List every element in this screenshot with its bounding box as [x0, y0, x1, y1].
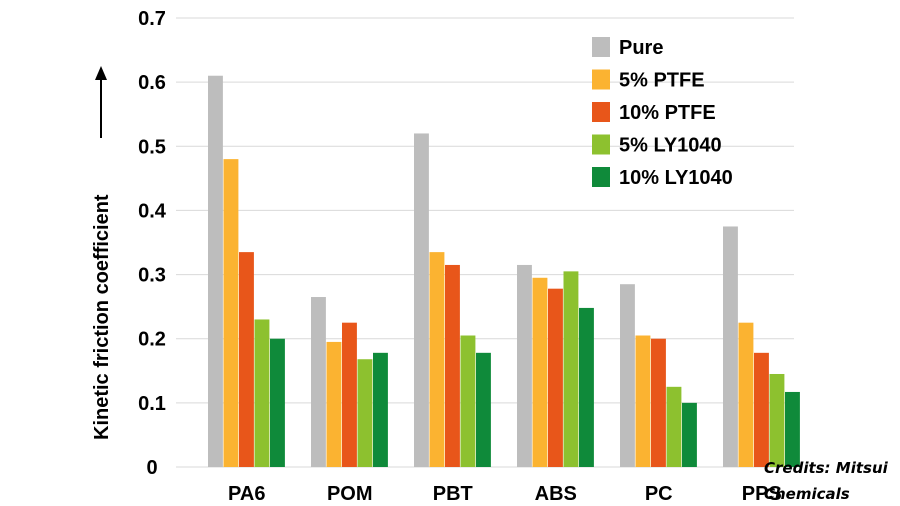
- credit-line-1: Credits: Mitsui: [764, 459, 889, 477]
- y-tick-labels: 0 0.1 0.2 0.3 0.4 0.5 0.6 0.7: [138, 8, 167, 479]
- bar: [460, 335, 476, 467]
- bar: [208, 75, 223, 467]
- legend-swatch: [592, 134, 610, 155]
- credit: Credits: Mitsui Chemicals: [764, 459, 889, 503]
- bar: [239, 252, 254, 467]
- bar: [311, 297, 326, 467]
- x-tick-label: POM: [327, 483, 373, 505]
- bar: [373, 352, 388, 467]
- y-axis-label: Kinetic friction coefficient: [91, 194, 113, 440]
- legend-label: Pure: [619, 37, 663, 59]
- legend-label: 10% PTFE: [619, 102, 716, 124]
- bar: [682, 402, 697, 467]
- legend-label: 5% PTFE: [619, 70, 705, 92]
- y-tick-label: 0: [146, 457, 157, 479]
- legend-swatch: [592, 102, 610, 122]
- y-axis-label-group: Kinetic friction coefficient: [91, 66, 113, 440]
- y-tick-label: 0.5: [138, 136, 166, 158]
- x-tick-label: PBT: [433, 483, 473, 505]
- legend: Pure 5% PTFE 10% PTFE 5% LY1040 10% LY1040: [592, 37, 733, 189]
- y-tick-label: 0.1: [138, 393, 166, 415]
- bar: [723, 226, 738, 467]
- legend-swatch: [592, 69, 610, 90]
- bar: [445, 264, 460, 467]
- y-tick-label: 0.7: [138, 8, 166, 30]
- credit-line-2: Chemicals: [764, 485, 850, 503]
- bar: [754, 352, 769, 467]
- y-tick-label: 0.2: [138, 329, 166, 351]
- bar: [517, 264, 532, 467]
- bar: [563, 271, 579, 467]
- category-labels: PA6 POM PBT ABS PC PPS: [228, 483, 782, 505]
- bar: [342, 322, 357, 467]
- bar: [785, 391, 800, 467]
- bar: [476, 352, 491, 467]
- bar: [651, 338, 666, 467]
- bars: [208, 75, 800, 467]
- bar: [666, 386, 682, 467]
- legend-label: 10% LY1040: [619, 167, 733, 189]
- x-tick-label: PC: [645, 483, 673, 505]
- bar: [532, 277, 548, 467]
- x-tick-label: ABS: [535, 483, 577, 505]
- bar: [738, 322, 754, 467]
- legend-swatch: [592, 167, 610, 187]
- y-axis-arrow-icon: [95, 66, 107, 138]
- y-tick-label: 0.6: [138, 72, 166, 94]
- legend-label: 5% LY1040: [619, 135, 722, 157]
- x-tick-label: PA6: [228, 483, 265, 505]
- bar: [579, 307, 594, 467]
- bar: [414, 133, 429, 467]
- bar: [635, 335, 651, 467]
- bar: [254, 319, 270, 467]
- y-tick-label: 0.4: [138, 200, 167, 222]
- bar: [620, 284, 635, 467]
- x-tick-label: PPS: [742, 483, 782, 505]
- bar: [223, 159, 239, 467]
- legend-swatch: [592, 37, 610, 57]
- bar: [429, 252, 445, 467]
- bar: [326, 341, 342, 467]
- bar: [769, 373, 785, 467]
- bar: [270, 338, 285, 467]
- y-tick-label: 0.3: [138, 265, 166, 287]
- bar: [548, 288, 563, 467]
- bar: [357, 359, 373, 467]
